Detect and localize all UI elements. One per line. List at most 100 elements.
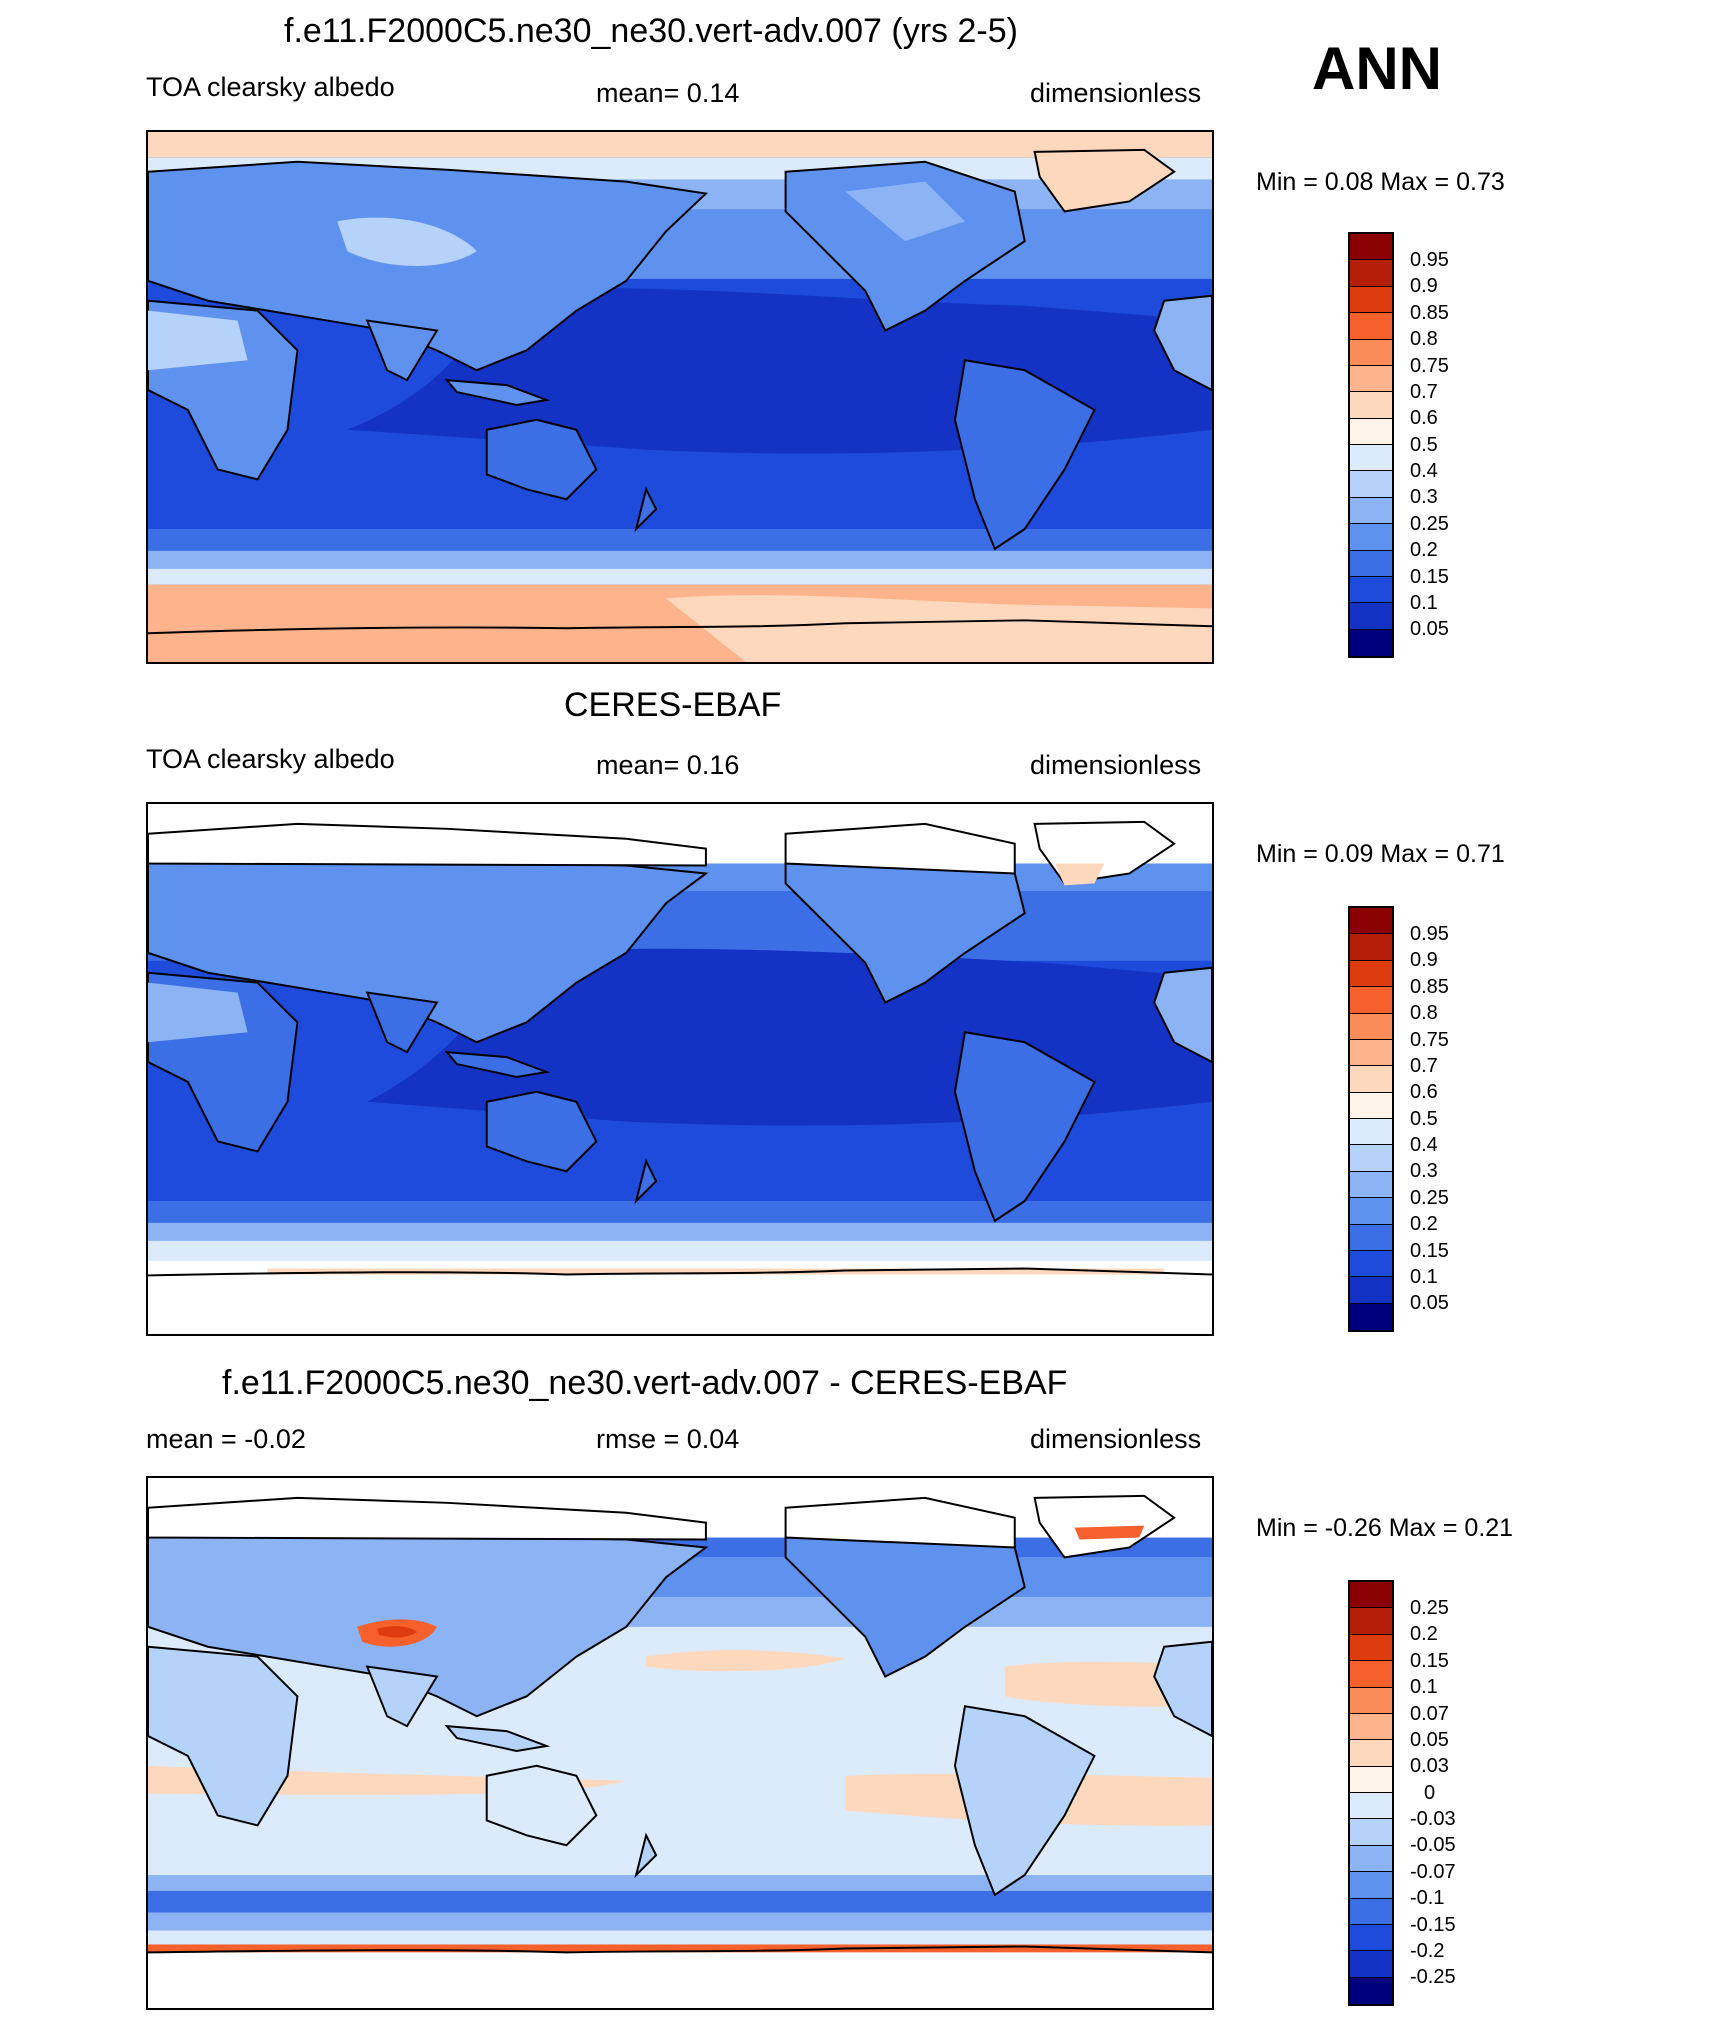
panel2-title: CERES-EBAF	[564, 686, 782, 724]
panel2-colorbar-box	[1350, 1039, 1392, 1067]
panel3-colorbar-box	[1350, 1951, 1392, 1978]
colorbar-label: 0.15	[1410, 1650, 1449, 1672]
panel1-title: f.e11.F2000C5.ne30_ne30.vert-adv.007 (yr…	[284, 12, 1018, 50]
panel1-colorbar-box	[1350, 418, 1392, 445]
panel1-map	[146, 130, 1214, 664]
panel1-units-label: dimensionless	[1030, 78, 1202, 108]
colorbar-label: 0.9	[1410, 275, 1438, 297]
panel2-colorbar-box	[1350, 908, 1392, 935]
panel1-colorbar-box	[1350, 550, 1392, 577]
panel2-colorbar-box	[1350, 934, 1392, 961]
panel3-colorbar-box	[1350, 1713, 1392, 1741]
panel2-colorbar	[1348, 906, 1394, 1332]
colorbar-label: 0.7	[1410, 381, 1438, 403]
panel3-rmse-label: rmse = 0.04	[596, 1424, 740, 1454]
colorbar-label: 0.15	[1410, 566, 1449, 588]
panel3-colorbar	[1348, 1580, 1394, 2006]
panel3-colorbar-box	[1350, 1634, 1392, 1662]
colorbar-label: 0.05	[1410, 618, 1449, 640]
colorbar-label: 0.6	[1410, 407, 1438, 429]
colorbar-label: 0.5	[1410, 1108, 1438, 1130]
colorbar-label: 0.2	[1410, 539, 1438, 561]
colorbar-label: 0.25	[1410, 1187, 1449, 1209]
panel2-colorbar-box	[1350, 1092, 1392, 1119]
colorbar-label: 0.85	[1410, 302, 1449, 324]
panel2-minmax: Min = 0.09 Max = 0.71	[1256, 840, 1505, 868]
colorbar-label: 0.4	[1410, 460, 1438, 482]
panel3-map-graphic	[148, 1478, 1212, 2008]
colorbar-label: 0.05	[1410, 1729, 1449, 1751]
colorbar-label: 0.7	[1410, 1055, 1438, 1077]
panel3-mean-label: mean = -0.02	[146, 1424, 306, 1454]
colorbar-label: 0	[1424, 1782, 1436, 1804]
panel3-title: f.e11.F2000C5.ne30_ne30.vert-adv.007 - C…	[222, 1364, 1068, 1402]
panel1-mean-label: mean= 0.14	[596, 78, 740, 108]
panel1-colorbar-box	[1350, 603, 1392, 630]
panel1-colorbar-box	[1350, 260, 1392, 287]
panel3-units-label: dimensionless	[1030, 1424, 1202, 1454]
panel2-colorbar-box	[1350, 1303, 1392, 1330]
panel3-colorbar-box	[1350, 1793, 1392, 1820]
colorbar-label: 0.25	[1410, 1597, 1449, 1619]
panel1-colorbar-box	[1350, 365, 1392, 393]
panel3-colorbar-box	[1350, 1845, 1392, 1873]
panel2-colorbar-box	[1350, 1145, 1392, 1172]
panel1-map-graphic	[148, 132, 1212, 662]
panel3-colorbar-box	[1350, 1608, 1392, 1635]
panel2-colorbar-box	[1350, 1013, 1392, 1040]
panel1-colorbar-box	[1350, 339, 1392, 366]
colorbar-label: 0.75	[1410, 355, 1449, 377]
colorbar-label: 0.1	[1410, 1266, 1438, 1288]
colorbar-label: 0.1	[1410, 1676, 1438, 1698]
colorbar-label: -0.05	[1410, 1834, 1456, 1856]
colorbar-label: 0.75	[1410, 1029, 1449, 1051]
panel2-colorbar-box	[1350, 960, 1392, 988]
colorbar-label: 0.3	[1410, 1160, 1438, 1182]
colorbar-label: 0.9	[1410, 949, 1438, 971]
colorbar-label: 0.5	[1410, 434, 1438, 456]
colorbar-label: -0.1	[1410, 1887, 1445, 1909]
colorbar-label: 0.8	[1410, 328, 1438, 350]
panel1-colorbar-box	[1350, 576, 1392, 604]
colorbar-label: 0.1	[1410, 592, 1438, 614]
panel2-map	[146, 802, 1214, 1336]
panel3-colorbar-box	[1350, 1740, 1392, 1767]
panel3-minmax: Min = -0.26 Max = 0.21	[1256, 1514, 1514, 1542]
colorbar-label: -0.07	[1410, 1861, 1456, 1883]
panel2-colorbar-box	[1350, 1066, 1392, 1093]
panel2-colorbar-box	[1350, 1198, 1392, 1225]
colorbar-label: 0.95	[1410, 249, 1449, 271]
panel2-colorbar-box	[1350, 1171, 1392, 1199]
colorbar-label: 0.95	[1410, 923, 1449, 945]
colorbar-label: -0.03	[1410, 1808, 1456, 1830]
panel2-colorbar-box	[1350, 1277, 1392, 1304]
panel1-colorbar-box	[1350, 313, 1392, 340]
panel1-minmax: Min = 0.08 Max = 0.73	[1256, 168, 1505, 196]
panel3-colorbar-box	[1350, 1687, 1392, 1714]
colorbar-label: 0.4	[1410, 1134, 1438, 1156]
panel3-colorbar-box	[1350, 1872, 1392, 1899]
panel1-colorbar-box	[1350, 445, 1392, 472]
panel1-colorbar-box	[1350, 392, 1392, 419]
panel1-colorbar-box	[1350, 497, 1392, 525]
panel3-colorbar-box	[1350, 1766, 1392, 1793]
panel3-colorbar-box	[1350, 1582, 1392, 1609]
panel2-colorbar-box	[1350, 1119, 1392, 1146]
panel2-variable-label: TOA clearsky albedo	[146, 744, 395, 774]
colorbar-label: 0.05	[1410, 1292, 1449, 1314]
panel1-variable-label: TOA clearsky albedo	[146, 72, 395, 102]
colorbar-label: 0.85	[1410, 976, 1449, 998]
colorbar-label: 0.03	[1410, 1755, 1449, 1777]
colorbar-label: -0.15	[1410, 1914, 1456, 1936]
panel2-colorbar-box	[1350, 1224, 1392, 1251]
panel3-colorbar-box	[1350, 1819, 1392, 1846]
colorbar-label: 0.8	[1410, 1002, 1438, 1024]
panel1-colorbar-box	[1350, 234, 1392, 261]
panel1-colorbar-box	[1350, 286, 1392, 314]
colorbar-label: -0.25	[1410, 1966, 1456, 1988]
panel1-colorbar-box	[1350, 524, 1392, 551]
panel3-colorbar-box	[1350, 1924, 1392, 1952]
panel3-colorbar-box	[1350, 1977, 1392, 2004]
season-label: ANN	[1312, 35, 1442, 102]
panel2-map-graphic	[148, 804, 1212, 1334]
